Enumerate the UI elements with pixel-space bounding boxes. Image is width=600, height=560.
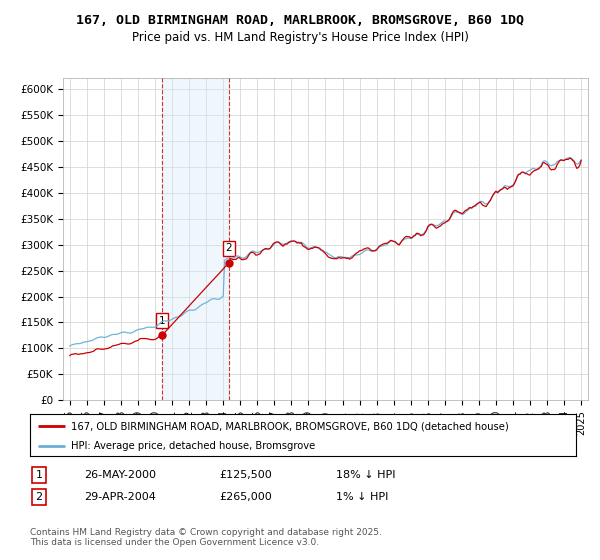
Text: Price paid vs. HM Land Registry's House Price Index (HPI): Price paid vs. HM Land Registry's House … <box>131 31 469 44</box>
Text: 1% ↓ HPI: 1% ↓ HPI <box>336 492 388 502</box>
Text: 18% ↓ HPI: 18% ↓ HPI <box>336 470 395 480</box>
Text: 2: 2 <box>35 492 43 502</box>
Text: 2: 2 <box>226 244 232 254</box>
Bar <box>162 78 229 400</box>
Text: 26-MAY-2000: 26-MAY-2000 <box>84 470 156 480</box>
Text: 167, OLD BIRMINGHAM ROAD, MARLBROOK, BROMSGROVE, B60 1DQ (detached house): 167, OLD BIRMINGHAM ROAD, MARLBROOK, BRO… <box>71 421 509 431</box>
Text: 167, OLD BIRMINGHAM ROAD, MARLBROOK, BROMSGROVE, B60 1DQ: 167, OLD BIRMINGHAM ROAD, MARLBROOK, BRO… <box>76 14 524 27</box>
Text: 29-APR-2004: 29-APR-2004 <box>84 492 156 502</box>
Text: 1: 1 <box>35 470 43 480</box>
Text: HPI: Average price, detached house, Bromsgrove: HPI: Average price, detached house, Brom… <box>71 441 315 451</box>
Text: £125,500: £125,500 <box>219 470 272 480</box>
Text: £265,000: £265,000 <box>219 492 272 502</box>
Text: 1: 1 <box>159 316 166 326</box>
Text: Contains HM Land Registry data © Crown copyright and database right 2025.
This d: Contains HM Land Registry data © Crown c… <box>30 528 382 547</box>
